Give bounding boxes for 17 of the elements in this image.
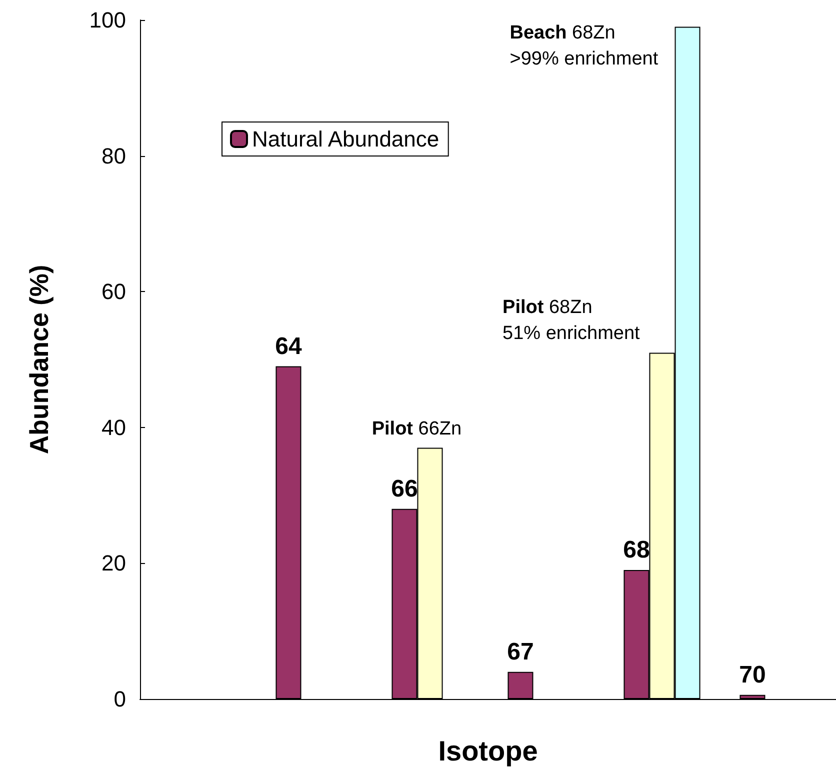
- x-tick-label: 70: [739, 661, 766, 688]
- y-tick-label: 80: [102, 143, 126, 168]
- y-tick-label: 20: [102, 550, 126, 576]
- y-tick-label: 100: [89, 8, 126, 32]
- legend-label: Natural Abundance: [252, 126, 440, 152]
- x-tick-label: 64: [275, 332, 302, 360]
- x-tick-label: 68: [623, 536, 650, 564]
- annotation: Beach 68Zn >99% enrichment: [510, 22, 659, 70]
- annotation: Pilot 66Zn: [372, 418, 462, 440]
- y-tick-label: 0: [114, 686, 126, 712]
- x-axis-title: Isotope: [438, 736, 538, 766]
- y-tick-label: 40: [102, 414, 126, 440]
- y-tick-label: 60: [102, 279, 126, 304]
- annotation: Pilot 68Zn 51% enrichment: [502, 297, 641, 344]
- x-tick-label: 67: [507, 638, 534, 666]
- x-tick-label: 66: [391, 475, 418, 502]
- y-axis-title: Abundance (%): [24, 264, 54, 454]
